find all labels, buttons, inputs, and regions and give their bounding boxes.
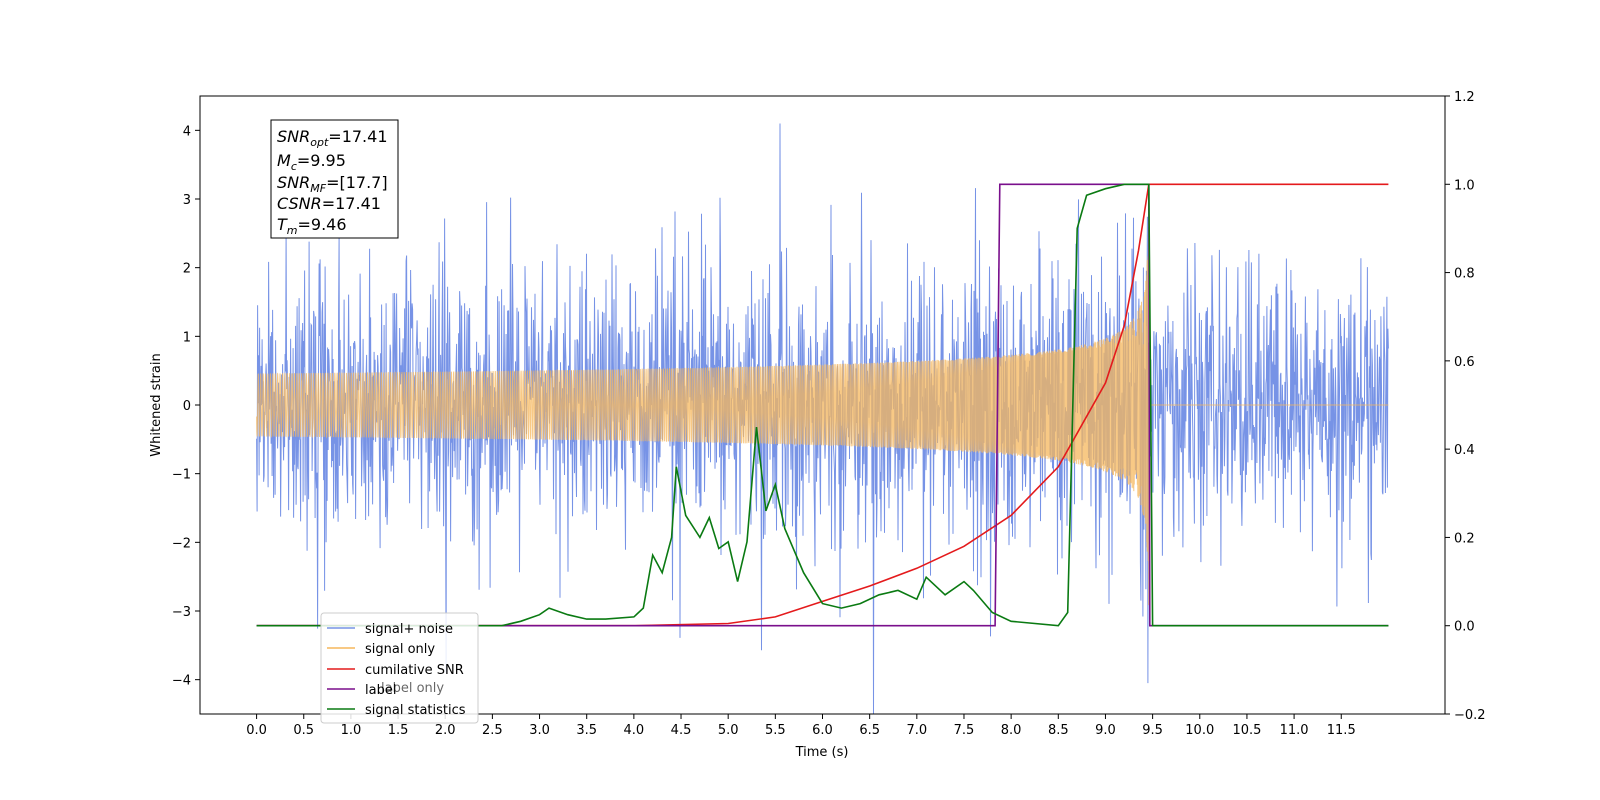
x-tick-label-20: 10.0 (1185, 723, 1214, 738)
y2-tick-label-3: 0.6 (1454, 355, 1475, 370)
legend-hidden-entry: label only (381, 681, 444, 696)
x-tick-label-23: 11.5 (1327, 723, 1356, 738)
y2-tick-label-5: 0.2 (1454, 531, 1475, 546)
legend-label-0: signal+ noise (365, 622, 453, 637)
x-tick-label-16: 8.0 (1001, 723, 1022, 738)
x-tick-label-19: 9.5 (1142, 723, 1163, 738)
x-tick-label-7: 3.5 (576, 723, 597, 738)
y-tick-label-3: 1 (183, 330, 191, 345)
x-axis-label: Time (s) (795, 745, 849, 760)
legend-frame (320, 612, 479, 724)
y-axis-ticks: 4 3 2 1 0 −1 −2 −3 −4 (172, 124, 200, 689)
x-tick-label-15: 7.5 (954, 723, 975, 738)
y-tick-label-2: 2 (183, 262, 191, 277)
y2-tick-label-7: −0.2 (1454, 708, 1486, 723)
x-tick-label-21: 10.5 (1232, 723, 1261, 738)
x-tick-label-18: 9.0 (1095, 723, 1116, 738)
x-tick-label-10: 5.0 (718, 723, 739, 738)
x-tick-label-6: 3.0 (529, 723, 550, 738)
y2-tick-label-6: 0.0 (1454, 620, 1475, 635)
x-tick-label-22: 11.0 (1280, 723, 1309, 738)
x-tick-label-0: 0.0 (246, 723, 267, 738)
y2-axis-ticks: 1.2 1.0 0.8 0.6 0.4 0.2 0.0 −0.2 (1445, 90, 1486, 723)
annotation-csnr: CSNR=17.41 (277, 194, 381, 213)
legend-label-1: signal only (365, 642, 435, 657)
x-tick-label-4: 2.0 (435, 723, 456, 738)
y-tick-label-1: 3 (183, 193, 191, 208)
x-tick-label-1: 0.5 (293, 723, 314, 738)
y2-tick-label-4: 0.4 (1454, 443, 1475, 458)
legend: label only signal+ noise signal only cumil… (320, 612, 479, 724)
y-tick-label-5: −1 (172, 468, 191, 483)
y2-tick-label-2: 0.8 (1454, 267, 1475, 282)
y-tick-label-0: 4 (183, 124, 191, 139)
x-tick-label-12: 6.0 (812, 723, 833, 738)
x-tick-label-2: 1.0 (341, 723, 362, 738)
x-tick-label-14: 7.0 (906, 723, 927, 738)
x-tick-label-5: 2.5 (482, 723, 503, 738)
y-tick-label-7: −3 (172, 605, 191, 620)
x-tick-label-8: 4.0 (624, 723, 645, 738)
legend-label-2: cumilative SNR (365, 663, 464, 678)
x-tick-label-3: 1.5 (388, 723, 409, 738)
x-tick-label-17: 8.5 (1048, 723, 1069, 738)
annotation-snr-mf: SNRMF=[17.7] (277, 173, 388, 195)
y-axis-label: Whitened strain (149, 353, 164, 456)
plot-area (256, 123, 1389, 714)
annotation-tm: Tm=9.46 (277, 215, 347, 237)
x-tick-label-9: 4.5 (671, 723, 692, 738)
y2-tick-label-0: 1.2 (1454, 90, 1475, 105)
annotation-frame (270, 119, 399, 239)
annotation-box: SNRopt=17.41 Mc=9.95 SNRMF=[17.7] CSNR=1… (270, 119, 399, 239)
x-tick-label-11: 5.5 (765, 723, 786, 738)
annotation-snr-opt: SNRopt=17.41 (277, 127, 388, 149)
y-tick-label-4: 0 (183, 399, 191, 414)
y2-tick-label-1: 1.0 (1454, 178, 1475, 193)
y-tick-label-8: −4 (172, 674, 191, 689)
series-signal-statistics-line (256, 183, 1389, 627)
annotation-mc: Mc=9.95 (277, 151, 346, 173)
legend-label-3: label (365, 683, 396, 698)
legend-label-4: signal statistics (365, 703, 466, 718)
x-axis-ticks: 0.0 0.5 1.0 1.5 2.0 2.5 3.0 3.5 4.0 4.5 5.0 5.5 6.0 6… (246, 714, 1356, 738)
series-signal-only-line (256, 227, 1389, 606)
x-tick-label-13: 6.5 (859, 723, 880, 738)
y-tick-label-6: −2 (172, 536, 191, 551)
